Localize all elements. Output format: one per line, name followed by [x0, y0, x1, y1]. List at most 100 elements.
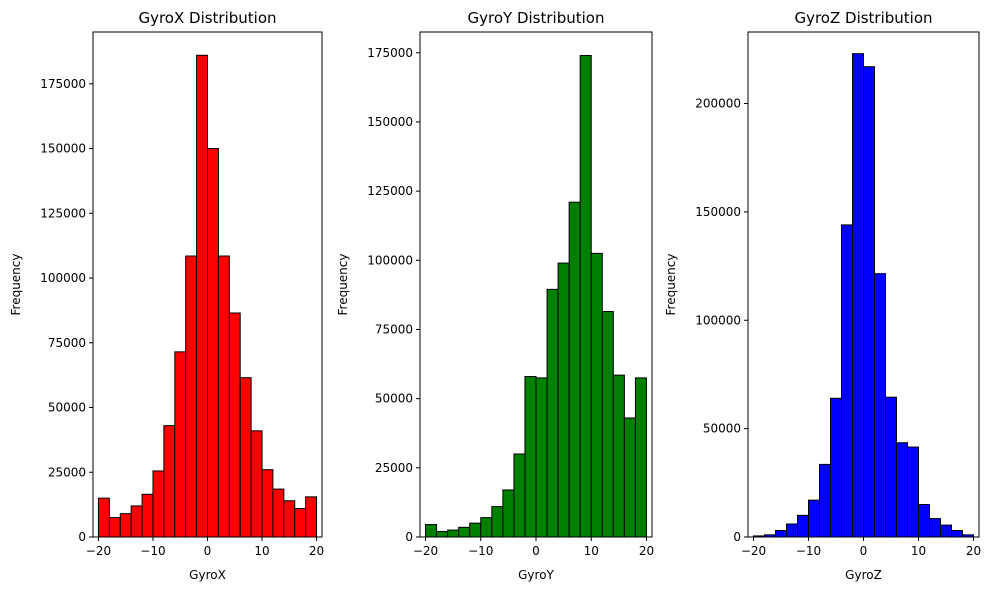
histogram-bar: [502, 489, 515, 538]
histogram-bar: [612, 374, 625, 538]
x-axis-label: GyroY: [518, 568, 554, 582]
y-tick-label: 100000: [695, 313, 741, 327]
histogram-bar: [623, 417, 636, 538]
histogram-bar: [239, 377, 252, 538]
histogram-bar: [491, 506, 504, 538]
histogram-bar: [217, 255, 230, 538]
histogram-bar: [557, 262, 570, 538]
histogram-bar: [819, 463, 831, 538]
histogram-bar: [272, 488, 285, 538]
y-tick-label: 75000: [48, 336, 86, 350]
x-tick-label: 0: [204, 544, 212, 558]
histogram-bar: [228, 312, 241, 538]
y-tick-label: 100000: [367, 253, 413, 267]
y-axis-label: Frequency: [664, 254, 678, 316]
subplot-gyroy: −20 −10 0 10 20 0 25000 50000 75000 100000 125000 1…: [336, 9, 654, 582]
histogram-bar: [951, 529, 963, 538]
histogram-bar: [513, 453, 526, 538]
y-axis-label: Frequency: [9, 254, 23, 316]
histogram-bar: [841, 224, 853, 538]
histogram-bar: [601, 310, 614, 538]
subplot-title: GyroY Distribution: [468, 9, 605, 27]
histogram-bar: [119, 513, 132, 538]
histogram-bar: [425, 524, 438, 538]
y-tick-label: 150000: [367, 115, 413, 129]
histogram-bar: [447, 529, 460, 538]
x-tick-label: 20: [639, 544, 654, 558]
histogram-bar: [852, 53, 864, 538]
histogram-bar: [480, 517, 493, 538]
histogram-bar: [305, 496, 318, 538]
y-tick-label: 50000: [375, 392, 413, 406]
x-tick-label: 10: [254, 544, 269, 558]
histogram-bar: [863, 66, 875, 538]
histogram-bar: [590, 252, 603, 538]
x-axis-label: GyroZ: [845, 568, 882, 582]
histogram-bar: [775, 529, 787, 538]
histogram-bar: [130, 505, 143, 538]
x-tick-label: 10: [584, 544, 599, 558]
subplot-gyroz: −20 −10 0 10 20 0 50000 100000 150000 200000 GyroZ…: [664, 9, 981, 582]
histogram-bar: [152, 470, 165, 538]
x-tick-label: −10: [140, 544, 165, 558]
histogram-bar: [436, 530, 449, 538]
x-tick-label: −20: [413, 544, 438, 558]
x-tick-label: −20: [86, 544, 111, 558]
histogram-bar: [940, 524, 952, 538]
histogram-bar: [524, 376, 537, 538]
y-tick-label: 150000: [40, 142, 86, 156]
histogram-bar: [250, 430, 263, 538]
histogram-bar: [141, 493, 154, 538]
subplot-title: GyroX Distribution: [138, 9, 276, 27]
histogram-bar: [830, 397, 842, 538]
y-tick-label: 25000: [375, 461, 413, 475]
histogram-bar: [283, 500, 296, 538]
histogram-bar: [458, 526, 471, 538]
histogram-bar: [918, 503, 930, 538]
histogram-bar: [108, 517, 121, 538]
y-tick-label: 0: [78, 530, 86, 544]
histogram-bar: [174, 351, 187, 538]
histogram-bar: [546, 288, 559, 538]
histogram-bar: [786, 523, 798, 538]
y-tick-label: 25000: [48, 465, 86, 479]
x-axis-label: GyroX: [189, 568, 226, 582]
histogram-bar: [163, 425, 176, 538]
histogram-bar: [185, 255, 198, 538]
histogram-bar: [207, 148, 219, 538]
x-tick-label: 20: [309, 544, 324, 558]
subplot-gyrox: −20 −10 0 10 20 0 25000 50000 75000 100000 125000 1…: [9, 9, 324, 582]
histogram-bar: [97, 497, 110, 538]
x-tick-label: 0: [860, 544, 868, 558]
histogram-bar: [874, 273, 886, 538]
y-tick-label: 125000: [367, 184, 413, 198]
subplot-title: GyroZ Distribution: [794, 9, 932, 27]
x-tick-label: −10: [468, 544, 493, 558]
x-tick-label: 20: [966, 544, 981, 558]
y-tick-label: 200000: [695, 97, 741, 111]
x-tick-label: 0: [532, 544, 540, 558]
y-tick-label: 100000: [40, 271, 86, 285]
histogram-bar: [929, 518, 941, 538]
histogram-bar: [469, 522, 482, 538]
histogram-bar: [568, 201, 581, 538]
histogram-bar: [261, 469, 274, 538]
histogram-bar: [797, 514, 809, 538]
histogram-bar: [579, 55, 592, 538]
histogram-bar: [885, 396, 897, 538]
y-tick-label: 125000: [40, 206, 86, 220]
y-tick-label: 50000: [703, 422, 741, 436]
histogram-bar: [535, 377, 548, 538]
y-tick-label: 50000: [48, 401, 86, 415]
y-axis-label: Frequency: [336, 254, 350, 316]
histogram-bar: [634, 377, 647, 538]
x-tick-label: 10: [911, 544, 926, 558]
y-tick-label: 0: [405, 530, 413, 544]
y-tick-label: 175000: [40, 77, 86, 91]
y-tick-label: 75000: [375, 322, 413, 336]
histogram-bar: [196, 54, 209, 538]
y-tick-label: 175000: [367, 46, 413, 60]
histogram-bar: [294, 508, 307, 538]
